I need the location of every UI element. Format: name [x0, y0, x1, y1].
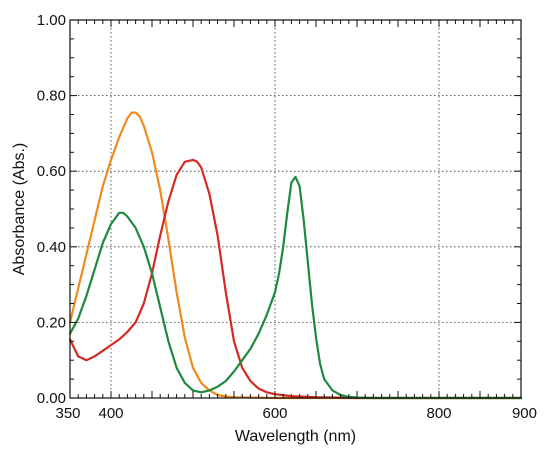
green-series-line — [68, 175, 523, 400]
x-tick-label: 350 — [55, 405, 80, 422]
x-tick-label: 400 — [98, 405, 123, 422]
axis-ticks — [69, 19, 522, 399]
y-tick-label: 0.80 — [37, 88, 66, 105]
plot-frame — [69, 19, 522, 399]
y-tick-label: 0.00 — [37, 390, 66, 407]
y-tick-label: 0.60 — [37, 163, 66, 180]
x-tick-label: 600 — [262, 405, 287, 422]
red-series-line — [68, 158, 523, 400]
x-axis-label: Wavelength (nm) — [235, 428, 356, 445]
y-tick-label: 1.00 — [37, 12, 66, 29]
y-axis-label: Absorbance (Abs.) — [11, 143, 28, 276]
series-layer — [68, 111, 523, 400]
x-tick-label: 900 — [512, 405, 537, 422]
y-tick-label: 0.40 — [37, 239, 66, 256]
grid-lines — [70, 20, 521, 398]
y-tick-label: 0.20 — [37, 314, 66, 331]
x-tick-label: 800 — [426, 405, 451, 422]
orange-series-line — [68, 111, 523, 400]
tick-labels: 0.00 0.20 0.40 0.60 0.80 1.00 350 400 600 800 900 — [37, 12, 537, 422]
